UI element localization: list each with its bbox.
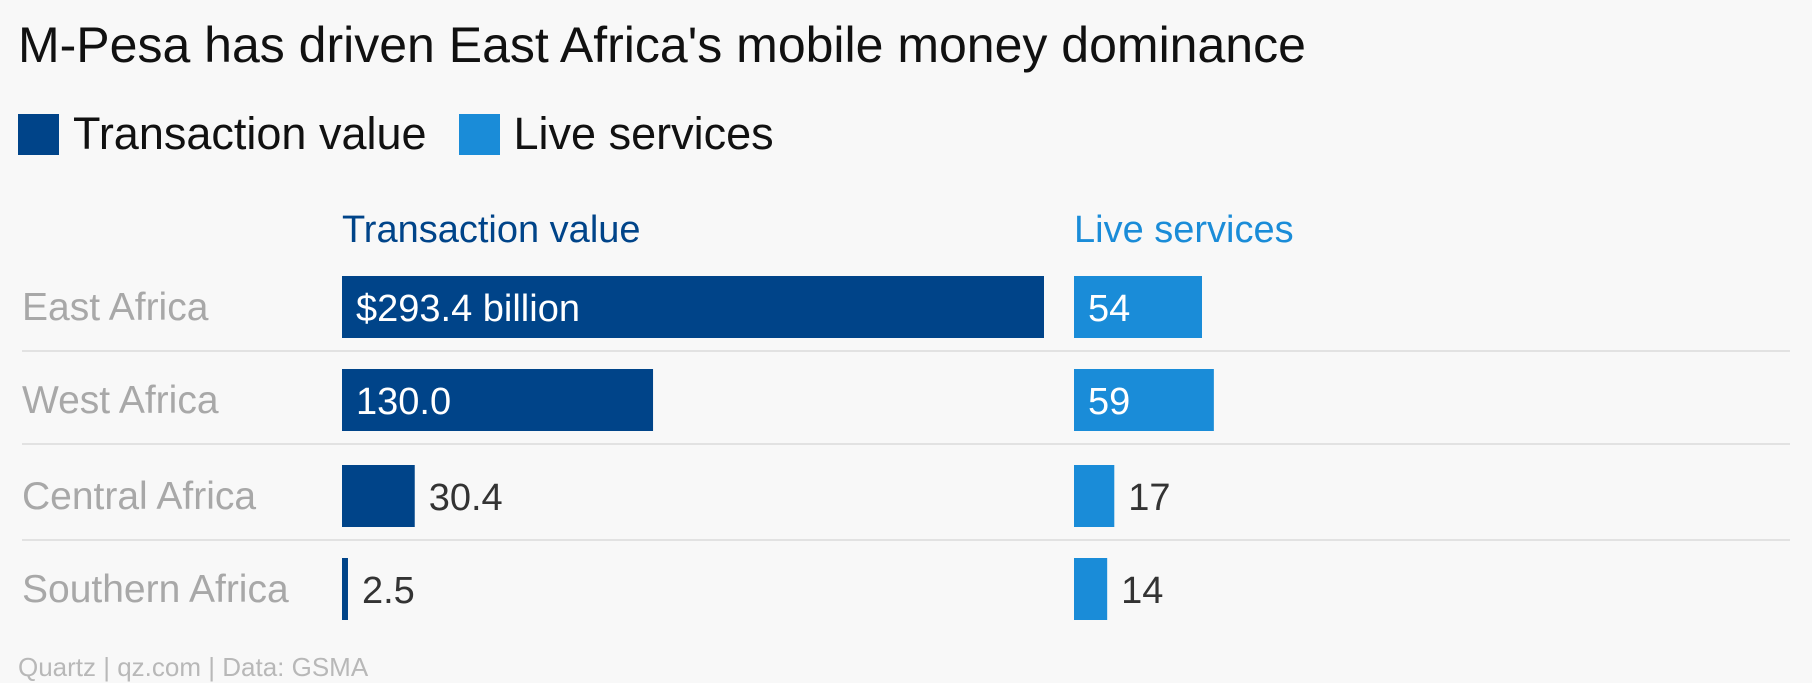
value-label-live-services-central-africa: 17 xyxy=(1128,477,1170,519)
value-label-live-services-west-africa: 59 xyxy=(1088,381,1130,423)
legend-label-live-services: Live services xyxy=(513,108,774,159)
legend-item-transaction-value: Transaction value xyxy=(18,108,427,160)
panel-header-live-services: Live services xyxy=(1074,209,1294,251)
legend: Transaction value Live services xyxy=(18,108,774,160)
bar-live-services-west-africa xyxy=(1074,369,1214,431)
value-label-transaction-value-central-africa: 30.4 xyxy=(429,477,503,519)
value-label-transaction-value-southern-africa: 2.5 xyxy=(362,570,415,612)
legend-item-live-services: Live services xyxy=(458,108,774,160)
legend-label-transaction-value: Transaction value xyxy=(73,108,427,159)
value-label-live-services-southern-africa: 14 xyxy=(1121,570,1163,612)
source-note: Quartz | qz.com | Data: GSMA xyxy=(18,652,369,682)
bar-transaction-value-west-africa xyxy=(342,369,654,431)
chart-title: M-Pesa has driven East Africa's mobile m… xyxy=(18,17,1306,73)
bar-live-services-central-africa xyxy=(1074,465,1115,527)
category-label-central-africa: Central Africa xyxy=(22,475,256,518)
bar-transaction-value-east-africa xyxy=(342,276,1044,338)
category-label-west-africa: West Africa xyxy=(22,379,219,422)
value-label-live-services-east-africa: 54 xyxy=(1088,288,1130,330)
bar-live-services-east-africa xyxy=(1074,276,1202,338)
value-label-transaction-value-east-africa: $293.4 billion xyxy=(356,288,580,330)
panel-header-transaction-value: Transaction value xyxy=(342,209,641,251)
value-label-transaction-value-west-africa: 130.0 xyxy=(356,381,451,423)
bar-transaction-value-central-africa xyxy=(342,465,415,527)
bar-live-services-southern-africa xyxy=(1074,558,1108,620)
bar-transaction-value-southern-africa xyxy=(342,558,348,620)
legend-swatch-live-services xyxy=(458,113,500,155)
category-label-southern-africa: Southern Africa xyxy=(22,568,289,611)
category-label-east-africa: East Africa xyxy=(22,286,209,329)
legend-swatch-transaction-value xyxy=(18,113,59,155)
